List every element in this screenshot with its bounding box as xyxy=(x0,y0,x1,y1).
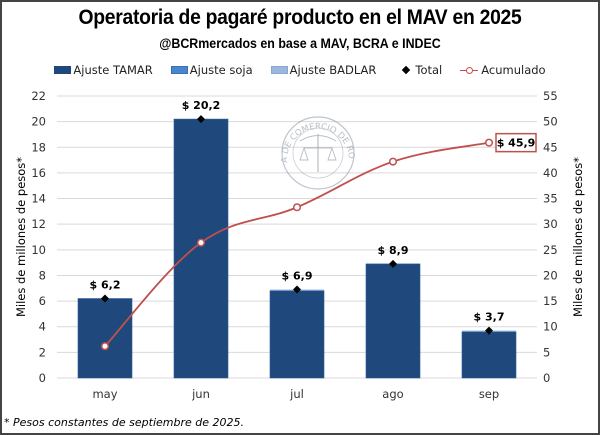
bars xyxy=(77,118,517,379)
y2-tick-label: 15 xyxy=(543,294,558,308)
data-labels: $ 6,2 $ 20,2 $ 6,9 $ 8,9 $ 3,7 $ 45,9 xyxy=(90,99,537,324)
x-tick-label: jul xyxy=(289,387,304,401)
y-tick-label: 22 xyxy=(31,89,46,103)
y2-tick-label: 35 xyxy=(543,192,558,206)
total-marker-jun xyxy=(197,115,205,124)
y-tick-label: 0 xyxy=(39,371,46,385)
y2-tick-label: 0 xyxy=(543,371,550,385)
legend-item-acumulado: Acumulado xyxy=(460,63,546,77)
y-axis-left: 0 2 4 6 8 10 12 14 16 18 20 22 xyxy=(31,89,46,385)
y2-tick-label: 40 xyxy=(543,166,558,180)
legend-label: Ajuste TAMAR xyxy=(73,63,153,77)
y2-tick-label: 20 xyxy=(543,268,558,282)
total-marker-ago xyxy=(389,259,397,268)
y2-tick-label: 5 xyxy=(543,345,550,359)
x-tick-label: ago xyxy=(382,387,403,401)
legend-label: Ajuste soja xyxy=(189,63,253,77)
bar-ajuste-tamar-jul xyxy=(269,290,325,379)
y-tick-label: 10 xyxy=(31,243,46,257)
accumulated-line xyxy=(100,138,494,351)
footnote: * Pesos constantes de septiembre de 2025… xyxy=(4,416,244,429)
accumulated-point-may xyxy=(100,342,110,351)
line-marker-icon xyxy=(460,65,479,75)
y-tick-label: 14 xyxy=(31,192,46,206)
bar-ajuste-tamar-sep xyxy=(461,331,517,379)
accumulated-point-sep xyxy=(484,138,494,147)
watermark-inner-ring xyxy=(292,127,344,179)
total-data-label: $ 6,9 xyxy=(282,270,313,283)
total-marker-may xyxy=(101,294,109,303)
watermark-scales-icon xyxy=(299,146,337,161)
total-markers xyxy=(101,115,493,335)
total-marker-jul xyxy=(293,285,301,294)
legend-swatch-tamar xyxy=(54,66,72,74)
y-tick-label: 8 xyxy=(39,268,46,282)
total-data-label: $ 8,9 xyxy=(378,244,409,257)
bar-ajuste-tamar-jun xyxy=(173,118,229,379)
legend-swatch-soja xyxy=(170,66,188,74)
accumulated-point-jun xyxy=(196,238,206,247)
y-axis-left-title: Miles de millones de pesos* xyxy=(14,157,28,317)
chart-title: Operatoria de pagaré producto en el MAV … xyxy=(78,6,522,29)
y-tick-label: 20 xyxy=(31,115,46,129)
x-tick-label: sep xyxy=(479,387,499,401)
watermark-outer-ring xyxy=(281,116,355,190)
legend-label: Ajuste BADLAR xyxy=(289,63,377,77)
y-tick-label: 6 xyxy=(39,294,46,308)
accumulated-total-label: $ 45,9 xyxy=(497,137,536,150)
y-tick-label: 4 xyxy=(39,320,46,334)
bar-ajuste-tamar-ago xyxy=(365,263,421,379)
y-axis-right: 0 5 10 15 20 25 30 35 40 45 50 55 xyxy=(543,89,558,385)
legend-item-soja: Ajuste soja xyxy=(170,63,253,77)
accumulated-point-ago xyxy=(388,157,398,166)
legend-item-badlar: Ajuste BADLAR xyxy=(270,63,377,77)
y-tick-label: 16 xyxy=(31,166,46,180)
y-tick-label: 12 xyxy=(31,217,46,231)
y2-tick-label: 30 xyxy=(543,217,558,231)
y2-tick-label: 55 xyxy=(543,89,558,103)
legend-swatch-badlar xyxy=(270,66,288,74)
x-tick-label: jun xyxy=(191,387,210,401)
y-tick-label: 18 xyxy=(31,140,46,154)
legend-item-total: Total xyxy=(402,63,443,77)
legend: Ajuste TAMAR Ajuste soja Ajuste BADLAR T… xyxy=(0,63,600,77)
chart-subtitle: @BCRmercados en base a MAV, BCRA e INDEC xyxy=(159,36,441,51)
total-data-label: $ 6,2 xyxy=(90,279,121,292)
total-data-label: $ 3,7 xyxy=(474,311,505,324)
legend-label: Acumulado xyxy=(481,63,546,77)
legend-label: Total xyxy=(415,63,443,77)
watermark-wings-icon xyxy=(299,135,337,142)
y2-tick-label: 25 xyxy=(543,243,558,257)
accumulated-point-jul xyxy=(292,203,302,212)
y2-tick-label: 50 xyxy=(543,115,558,129)
total-data-label: $ 20,2 xyxy=(182,99,221,112)
bar-ajuste-tamar-may xyxy=(77,298,133,379)
accumulated-total-label-box xyxy=(495,132,537,153)
total-marker-sep xyxy=(485,326,493,335)
legend-item-tamar: Ajuste TAMAR xyxy=(54,63,153,77)
x-tick-label: may xyxy=(92,387,117,401)
x-axis: may jun jul ago sep xyxy=(92,387,499,401)
y2-tick-label: 45 xyxy=(543,140,558,154)
y-tick-label: 2 xyxy=(39,345,46,359)
y-axis-right-title: Miles de millones de pesos* xyxy=(571,157,585,317)
y2-tick-label: 10 xyxy=(543,320,558,334)
